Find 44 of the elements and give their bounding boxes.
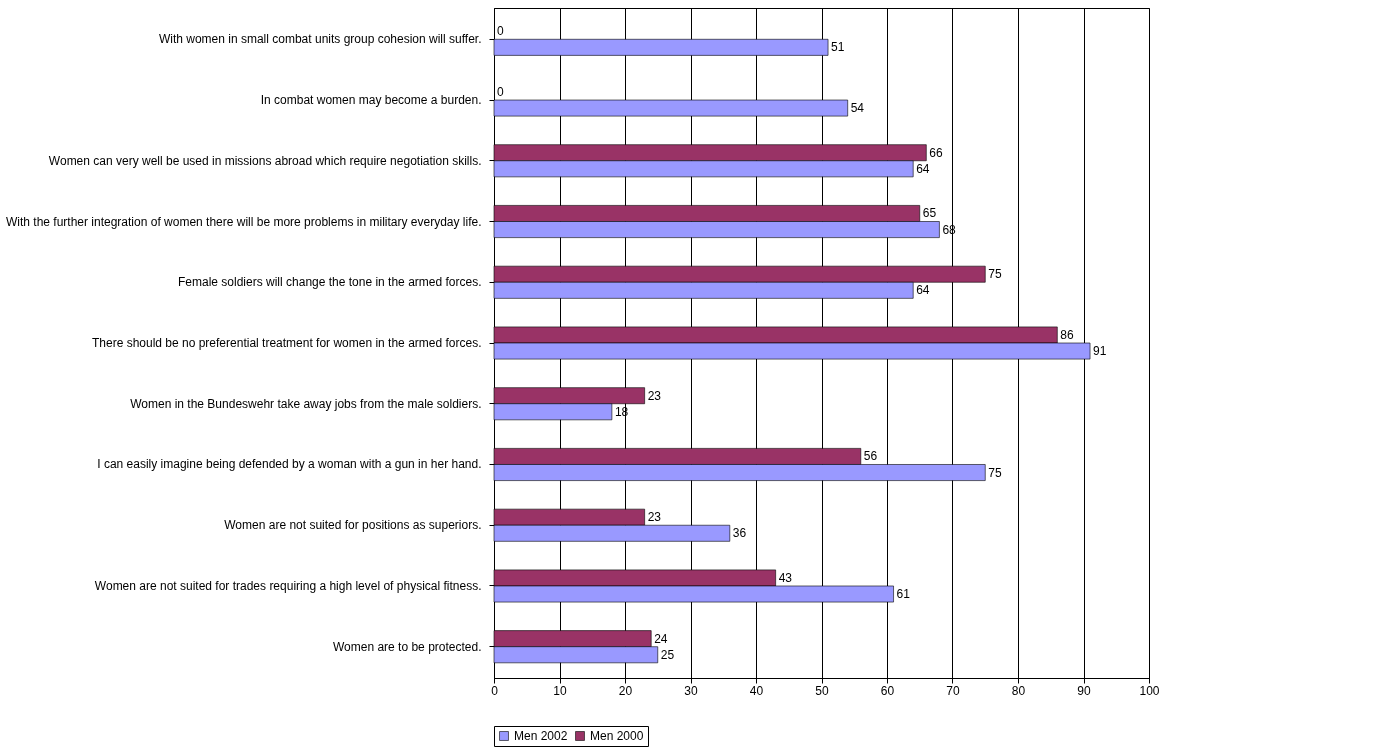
legend-label: Men 2000 (590, 729, 644, 743)
data-label: 56 (863, 449, 878, 464)
data-label: 54 (850, 101, 865, 116)
data-label: 64 (916, 283, 930, 298)
data-label: 0 (497, 24, 504, 39)
y-tick-label: Women in the Bundeswehr take away jobs from the male soldiers. (130, 396, 482, 411)
data-label: 75 (988, 465, 1002, 480)
y-tick-label: There should be no preferential treatment for women in the armed forces. (91, 336, 482, 350)
x-tick-label: 70 (946, 683, 960, 698)
data-label: 64 (916, 161, 930, 176)
data-label: 0 (497, 84, 504, 99)
legend-label: Men 2002 (514, 729, 568, 743)
x-tick-label: 30 (684, 683, 698, 698)
data-label: 75 (988, 267, 1002, 282)
y-tick-label: With women in small combat units group cohesion will suffer. (158, 32, 482, 47)
x-tick-label: 50 (815, 683, 829, 698)
data-label: 86 (1060, 327, 1074, 342)
y-tick-label: Female soldiers will change the tone in the armed forces. (178, 275, 482, 290)
data-label: 91 (1093, 344, 1107, 359)
y-tick-label: In combat women may become a burden. (260, 93, 482, 108)
y-tick-label: Women are to be protected. (332, 639, 482, 654)
x-tick-label: 90 (1077, 683, 1091, 698)
x-tick-label: 60 (880, 683, 895, 698)
data-label: 24 (654, 631, 668, 646)
y-tick-label: I can easily imagine being defended by a woman with a gun in her hand. (97, 457, 482, 472)
data-label: 66 (929, 145, 943, 160)
x-tick-label: 100 (1139, 683, 1160, 698)
y-tick-label: With the further integration of women there will be more problems in military everyday life. (5, 214, 482, 229)
x-tick-label: 10 (553, 683, 567, 698)
data-label: 43 (778, 570, 793, 585)
data-label: 65 (922, 206, 937, 221)
data-label: 23 (647, 510, 662, 525)
x-tick-label: 20 (618, 683, 633, 698)
x-tick-label: 40 (749, 683, 764, 698)
data-label: 61 (896, 587, 911, 602)
data-label: 25 (660, 647, 675, 662)
data-label: 23 (647, 388, 662, 403)
data-label: 36 (732, 526, 747, 541)
x-tick-label: 80 (1011, 683, 1026, 698)
data-label: 51 (831, 40, 845, 55)
x-tick-label: 0 (491, 683, 499, 698)
y-tick-label: Women are not suited for trades requiring a high level of physical fitness. (94, 578, 482, 593)
y-tick-label: Women are not suited for positions as superiors. (224, 518, 482, 533)
y-tick-label: Women can very well be used in missions abroad which require negotiation skills. (48, 153, 482, 168)
